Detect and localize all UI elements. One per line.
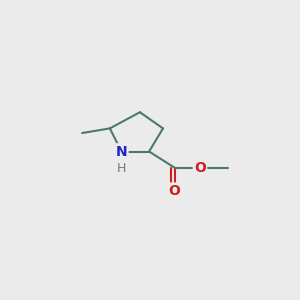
Text: O: O <box>169 184 181 198</box>
Text: H: H <box>117 162 126 175</box>
Text: N: N <box>116 145 127 158</box>
Text: O: O <box>194 161 206 175</box>
